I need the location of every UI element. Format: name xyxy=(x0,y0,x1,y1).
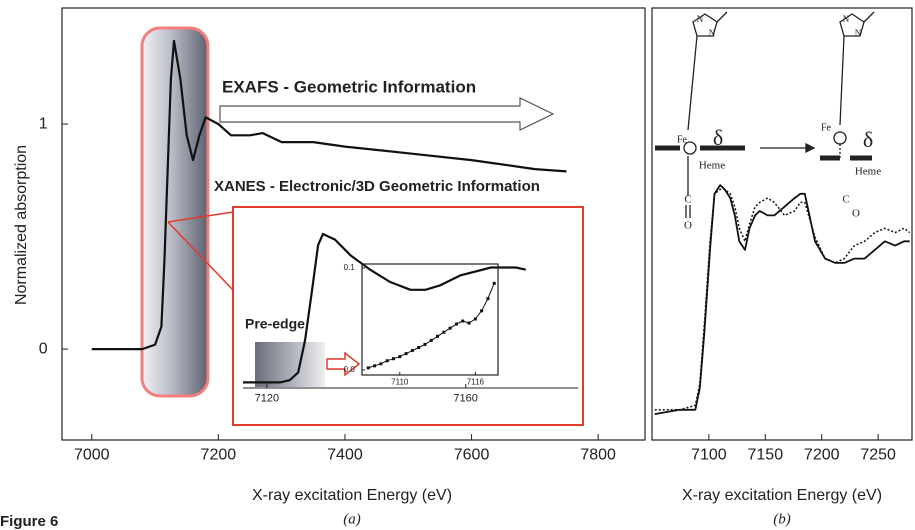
data-marker xyxy=(379,362,383,366)
y-tick-label: 0.1 xyxy=(344,263,356,272)
x-tick-label: 7250 xyxy=(860,446,896,463)
heme-diagram xyxy=(655,11,875,218)
data-marker xyxy=(473,317,477,321)
data-marker xyxy=(366,366,370,370)
data-marker xyxy=(442,330,446,334)
x-tick-label: 7000 xyxy=(74,446,110,463)
x-tick-label: 7116 xyxy=(467,378,485,387)
y-tick-label: 0 xyxy=(39,340,48,357)
diagram-label: Fe xyxy=(677,134,688,145)
pre-edge-arrow xyxy=(326,351,361,377)
data-marker xyxy=(486,297,490,301)
data-marker xyxy=(436,334,440,338)
diagram-label: O xyxy=(684,220,692,232)
y-tick-label: 0.0 xyxy=(344,365,356,374)
data-marker xyxy=(417,346,421,350)
diagram-label: C xyxy=(842,194,849,206)
data-marker xyxy=(461,319,465,323)
diagram-label: N xyxy=(855,28,862,38)
caption: (a) xyxy=(343,511,361,527)
data-marker xyxy=(448,326,452,330)
diagram-label: Fe xyxy=(821,122,832,133)
zoom-bg xyxy=(362,264,498,375)
data-marker xyxy=(454,322,458,326)
plot-frame xyxy=(651,7,913,441)
annotation: XANES - Electronic/3D Geometric Informat… xyxy=(214,178,540,195)
data-line xyxy=(243,232,527,384)
caption: (b) xyxy=(773,511,791,527)
x-tick-label: 7200 xyxy=(201,446,237,463)
data-marker xyxy=(492,281,496,285)
diagram-label: Heme xyxy=(855,166,881,178)
data-line xyxy=(654,184,910,415)
x-axis-label: X-ray excitation Energy (eV) xyxy=(682,487,882,504)
y-tick-label: 1 xyxy=(39,115,48,132)
data-marker xyxy=(410,349,414,353)
data-marker xyxy=(385,359,389,363)
diagram-label: O xyxy=(852,208,860,220)
data-marker xyxy=(467,321,471,325)
diagram-label: N xyxy=(843,14,850,24)
y-axis-label: Normalized absorption xyxy=(13,145,30,305)
data-marker xyxy=(429,338,433,342)
zoom-line xyxy=(167,211,234,223)
x-tick-label: 7600 xyxy=(454,446,490,463)
figure-label: Figure 6 xyxy=(0,513,58,530)
data-line xyxy=(91,39,567,351)
diagram-label: C xyxy=(684,194,691,206)
x-axis-label: X-ray excitation Energy (eV) xyxy=(252,487,452,504)
data-marker xyxy=(423,342,427,346)
diagram-label: N xyxy=(709,28,716,38)
x-tick-label: 7100 xyxy=(691,446,727,463)
zoom-line xyxy=(167,221,234,291)
x-tick-label: 7150 xyxy=(748,446,784,463)
x-tick-label: 7120 xyxy=(255,392,279,404)
plot-frame xyxy=(361,263,499,376)
data-marker xyxy=(373,364,377,368)
diagram-label: δ xyxy=(713,125,723,150)
annotation: Pre-edge xyxy=(245,316,305,332)
x-tick-label: 7400 xyxy=(327,446,363,463)
data-marker xyxy=(398,355,402,359)
diagram-label: N xyxy=(697,14,704,24)
data-marker xyxy=(391,357,395,361)
x-tick-label: 7110 xyxy=(391,378,409,387)
x-tick-label: 7800 xyxy=(580,446,616,463)
plot-frame xyxy=(61,7,646,441)
annotation: EXAFS - Geometric Information xyxy=(222,77,476,96)
x-tick-label: 7160 xyxy=(453,392,477,404)
xanes-highlight xyxy=(140,26,210,398)
exafs-arrow xyxy=(219,97,555,131)
data-line xyxy=(654,188,911,411)
data-marker xyxy=(404,352,408,356)
data-marker xyxy=(480,309,484,313)
diagram-label: δ xyxy=(863,127,873,152)
diagram-label: Heme xyxy=(699,160,725,172)
x-tick-label: 7200 xyxy=(804,446,840,463)
